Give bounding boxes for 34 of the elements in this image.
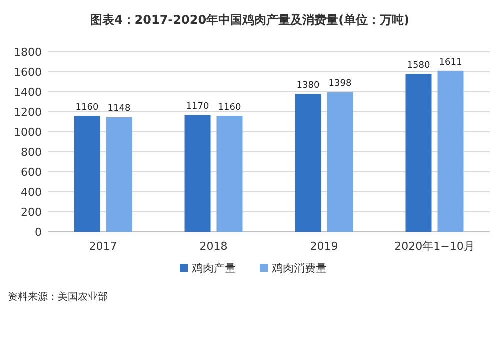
x-tick-label: 2020年1−10月 xyxy=(394,240,475,253)
bar xyxy=(438,70,464,232)
bar xyxy=(216,116,243,232)
bar xyxy=(184,115,211,232)
y-tick-label: 1000 xyxy=(14,126,42,139)
chart-title: 图表4：2017-2020年中国鸡肉产量及消费量(单位：万吨) xyxy=(90,13,410,27)
data-label: 1160 xyxy=(218,103,242,113)
y-tick-label: 400 xyxy=(21,186,42,199)
y-tick-label: 0 xyxy=(35,226,42,239)
y-tick-label: 800 xyxy=(21,146,42,159)
bar xyxy=(106,117,132,232)
bar xyxy=(327,92,354,232)
data-label: 1380 xyxy=(296,81,320,91)
y-tick-label: 600 xyxy=(21,166,42,179)
y-tick-label: 200 xyxy=(21,206,42,219)
y-tick-label: 1200 xyxy=(14,106,42,119)
bar xyxy=(295,94,322,232)
data-label: 1611 xyxy=(439,58,462,68)
x-tick-label: 2019 xyxy=(310,240,338,253)
data-label: 1148 xyxy=(108,104,131,114)
y-tick-label: 1400 xyxy=(14,86,42,99)
x-tick-label: 2017 xyxy=(89,240,118,253)
data-label: 1160 xyxy=(76,103,99,113)
bar xyxy=(406,74,432,232)
y-tick-label: 1800 xyxy=(14,46,42,59)
data-label: 1398 xyxy=(328,79,352,90)
x-tick-label: 2018 xyxy=(200,240,228,253)
text: 资料来源：美国农业部 xyxy=(8,291,108,303)
legend-label: 鸡肉产量 xyxy=(191,262,236,275)
data-label: 1580 xyxy=(407,61,430,71)
data-label: 1170 xyxy=(186,102,210,112)
y-tick-label: 1600 xyxy=(14,66,42,79)
bar xyxy=(74,116,100,232)
legend-label: 鸡肉消费量 xyxy=(271,262,327,275)
